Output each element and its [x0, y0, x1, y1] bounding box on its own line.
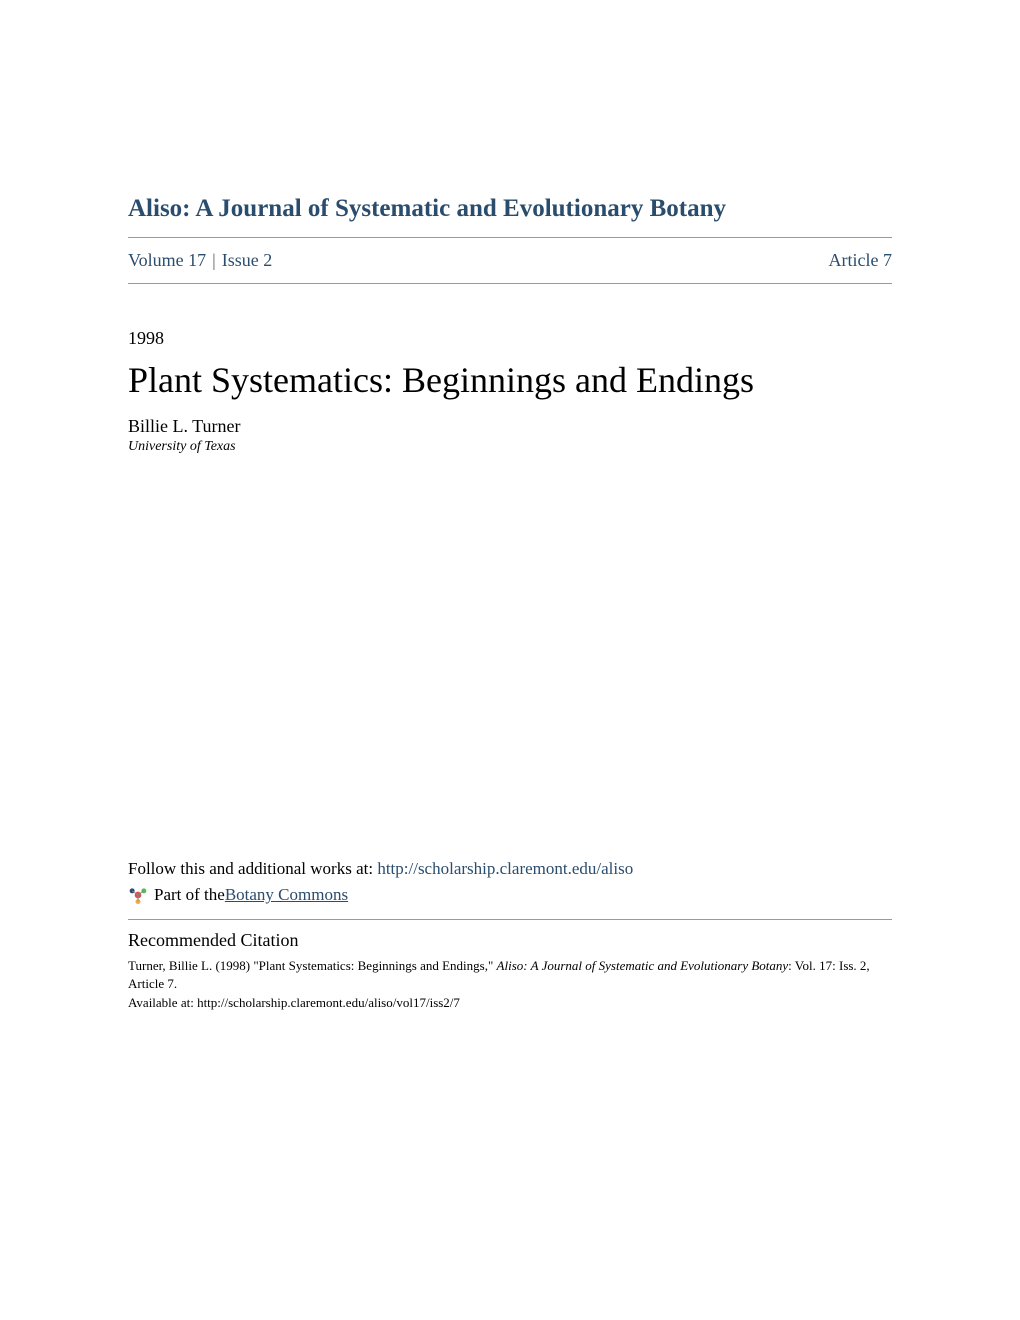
- citation-heading: Recommended Citation: [128, 930, 892, 951]
- issue-bar-left: Volume 17 | Issue 2: [128, 250, 272, 271]
- volume-link[interactable]: Volume 17: [128, 250, 206, 271]
- article-title: Plant Systematics: Beginnings and Ending…: [128, 359, 892, 402]
- author-name: Billie L. Turner: [128, 416, 892, 437]
- part-of-line: Part of the Botany Commons: [128, 885, 892, 905]
- issue-separator: |: [212, 250, 216, 271]
- citation-section: Recommended Citation Turner, Billie L. (…: [128, 919, 892, 1012]
- issue-bar: Volume 17 | Issue 2 Article 7: [128, 238, 892, 283]
- citation-divider: [128, 919, 892, 920]
- citation-text: Turner, Billie L. (1998) "Plant Systemat…: [128, 957, 892, 1012]
- follow-prefix: Follow this and additional works at:: [128, 859, 377, 878]
- follow-url-link[interactable]: http://scholarship.claremont.edu/aliso: [377, 859, 633, 878]
- issue-link[interactable]: Issue 2: [222, 250, 273, 271]
- issue-divider: [128, 283, 892, 284]
- citation-available-prefix: Available at:: [128, 995, 197, 1010]
- citation-available-url: http://scholarship.claremont.edu/aliso/v…: [197, 995, 460, 1010]
- citation-journal-italic: Aliso: A Journal of Systematic and Evolu…: [497, 958, 789, 973]
- follow-section: Follow this and additional works at: htt…: [128, 859, 892, 905]
- journal-title: Aliso: A Journal of Systematic and Evolu…: [128, 195, 892, 223]
- network-icon: [128, 885, 148, 905]
- article-link[interactable]: Article 7: [829, 250, 892, 271]
- citation-author-year: Turner, Billie L. (1998) "Plant Systemat…: [128, 958, 497, 973]
- author-affiliation: University of Texas: [128, 439, 892, 455]
- journal-title-link[interactable]: Aliso: A Journal of Systematic and Evolu…: [128, 195, 726, 222]
- botany-commons-link[interactable]: Botany Commons: [225, 885, 348, 905]
- part-of-prefix: Part of the: [154, 885, 225, 905]
- publication-year: 1998: [128, 328, 892, 349]
